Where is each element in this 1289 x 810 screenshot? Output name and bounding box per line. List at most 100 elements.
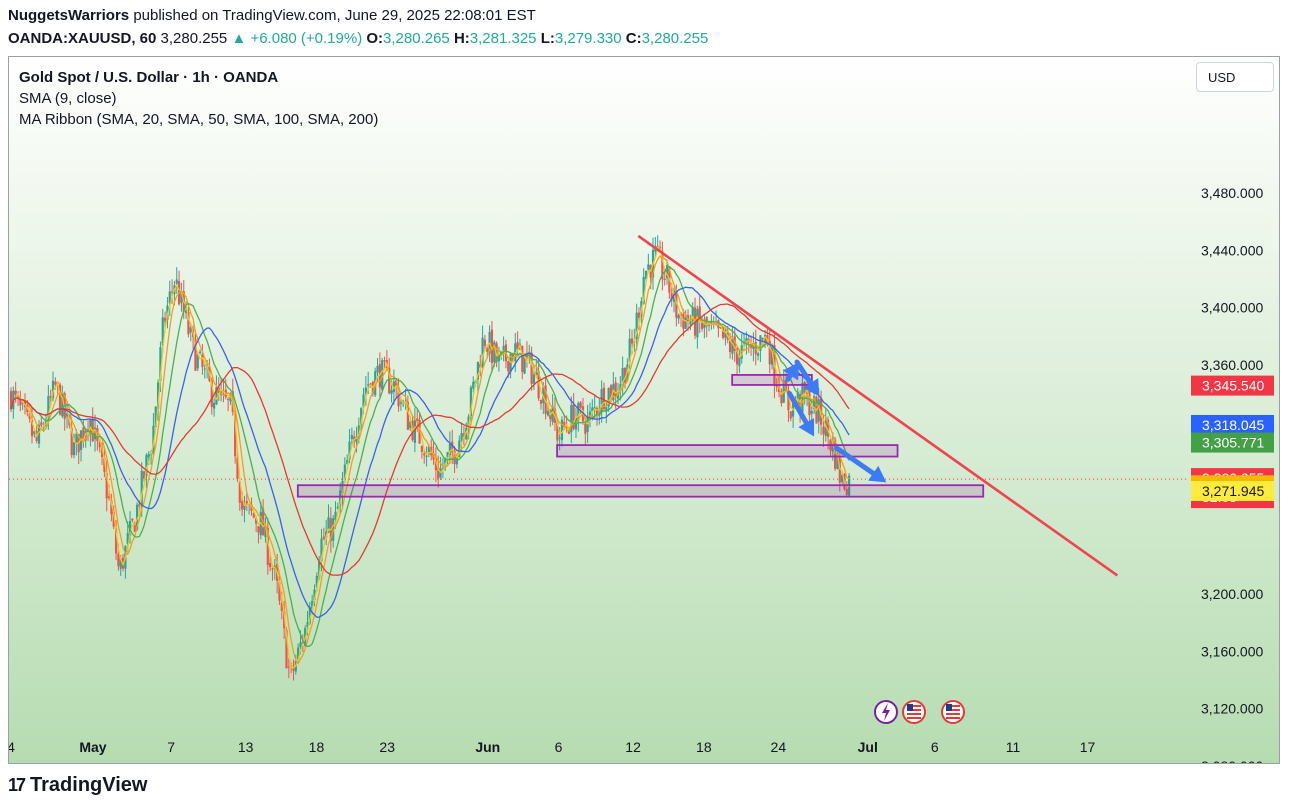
candle-body (318, 561, 321, 578)
candle-body (241, 501, 244, 510)
candle-body (103, 458, 106, 472)
candle-body (313, 589, 316, 601)
candle (33, 430, 36, 438)
candle-body (215, 386, 218, 405)
candle (70, 420, 73, 459)
candle-body (269, 562, 272, 568)
candle-body (346, 460, 349, 465)
candle-body (472, 381, 475, 389)
candle-body (607, 387, 610, 407)
candle-body (203, 368, 206, 370)
candle-body (297, 647, 300, 660)
candle (780, 388, 783, 407)
candle-body (728, 340, 732, 352)
candle-body (691, 307, 694, 322)
candle-body (362, 394, 365, 408)
candle-body (51, 380, 55, 399)
price-badge-text: 3,318.045 (1202, 417, 1264, 433)
candle (339, 482, 342, 516)
candle (635, 303, 638, 351)
candle (647, 253, 650, 273)
candle (490, 320, 494, 373)
open-label: O: (366, 30, 384, 47)
candle (262, 499, 265, 536)
candle-body (841, 475, 844, 483)
candle-body (497, 355, 501, 362)
candle-body (579, 402, 582, 408)
sma-50-line (10, 265, 850, 648)
candle (502, 336, 505, 362)
candle (350, 427, 353, 448)
candle (472, 376, 475, 393)
candle-body (376, 366, 379, 373)
candle-body (308, 607, 311, 624)
tv-logo-icon: 17 (8, 775, 26, 795)
forecast-arrow (787, 391, 815, 437)
candle (705, 316, 708, 338)
candle-body (54, 381, 57, 385)
candle-body (532, 374, 536, 384)
candle (481, 325, 484, 368)
candle-body (544, 385, 547, 414)
candle-body (180, 290, 183, 303)
candle-body (572, 404, 575, 429)
candle-body (322, 536, 325, 539)
candle-body (605, 407, 608, 411)
y-tick-label: 3,080.000 (1201, 758, 1263, 764)
candle (530, 346, 533, 391)
price-chart[interactable]: 3,480.000 3,440.000 3,400.000 3,360.000 3,20… (9, 57, 1280, 764)
candle (479, 354, 482, 377)
tradingview-logo[interactable]: 17 TradingView (8, 774, 147, 797)
candle-body (768, 340, 771, 365)
candle (360, 407, 363, 432)
candle (738, 348, 741, 373)
x-tick-label: 6 (555, 739, 563, 755)
publisher-name[interactable]: NuggetsWarriors (8, 7, 130, 24)
candle (523, 355, 526, 375)
candle-body (810, 411, 813, 414)
x-tick-label: May (79, 739, 106, 755)
candle-body (444, 457, 447, 468)
candle-body (486, 348, 489, 352)
candle (689, 314, 692, 331)
candle-body (460, 433, 463, 442)
candle-body (831, 441, 834, 452)
chart-area[interactable]: 3,480.000 3,440.000 3,400.000 3,360.000 3,20… (8, 56, 1280, 764)
price-badge-bg (1191, 414, 1274, 435)
candle-body (476, 361, 480, 380)
chart-background (9, 57, 1279, 763)
candle-body (119, 558, 122, 569)
arrow-head (782, 362, 800, 381)
candle-body (168, 291, 171, 304)
candle-body (93, 427, 97, 440)
candle-body (635, 312, 638, 340)
candle-body (315, 575, 318, 588)
price-badge: 3,305.771 (1191, 432, 1274, 453)
legend-ma-ribbon[interactable]: MA Ribbon (SMA, 20, SMA, 50, SMA, 100, S… (19, 111, 379, 128)
candle (40, 415, 43, 428)
candle-body (140, 470, 143, 507)
candle (756, 351, 760, 361)
candle-body (238, 481, 241, 503)
candle-body (320, 538, 323, 562)
candle-body (521, 345, 524, 372)
x-tick-label: 4 (9, 739, 15, 755)
candle-body (40, 422, 43, 426)
candle-body (595, 408, 599, 415)
candle-body (451, 441, 454, 453)
legend-sma[interactable]: SMA (9, close) (19, 90, 117, 107)
candle-body (336, 506, 339, 510)
candle-body (546, 410, 550, 416)
candle-body (357, 425, 360, 438)
candle-body (114, 528, 118, 554)
currency-button[interactable]: USD (1196, 62, 1274, 92)
candle (213, 394, 216, 417)
candle-body (287, 666, 290, 668)
candle-body (609, 385, 613, 399)
candle-body (264, 525, 267, 538)
candle-body (756, 353, 760, 356)
candle (441, 457, 445, 479)
candle (287, 658, 290, 679)
candle-body (280, 602, 283, 611)
candle (537, 358, 540, 401)
